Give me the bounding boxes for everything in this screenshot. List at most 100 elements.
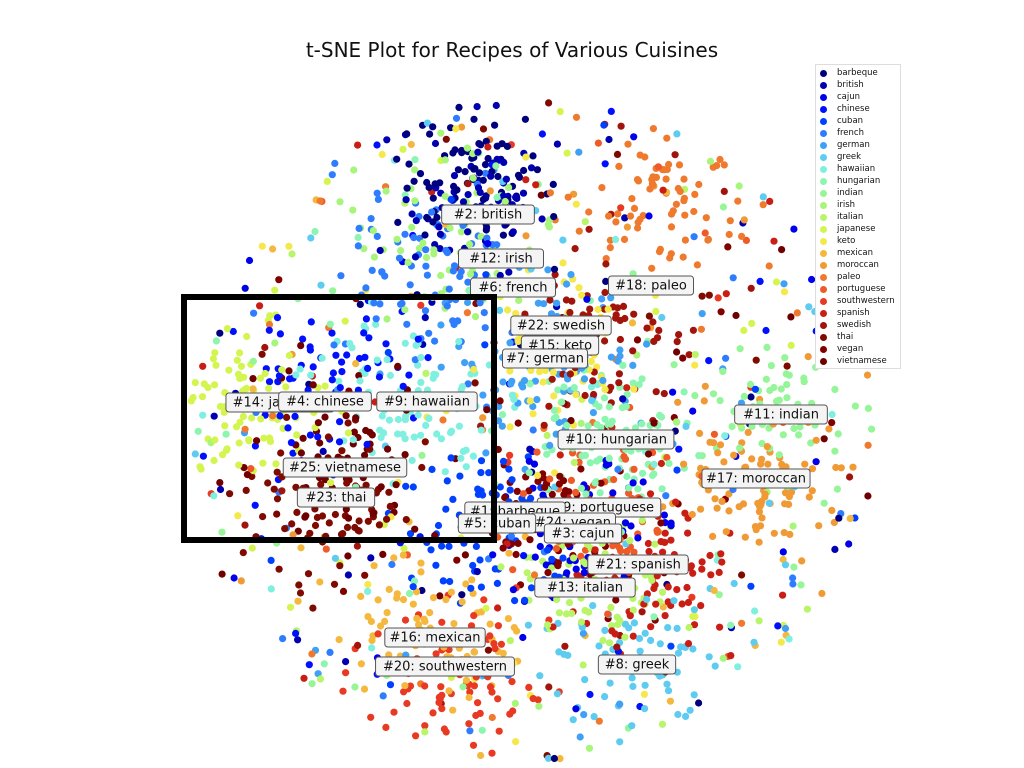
scatter-point-barbeque bbox=[479, 176, 487, 184]
scatter-point-paleo bbox=[662, 175, 670, 183]
scatter-point-hawaiian bbox=[425, 414, 433, 422]
scatter-point-chinese bbox=[275, 372, 283, 380]
scatter-point-irish bbox=[370, 253, 378, 261]
scatter-point-thai bbox=[283, 413, 291, 421]
scatter-point-hungarian bbox=[320, 660, 328, 668]
scatter-point-hungarian bbox=[570, 384, 578, 392]
scatter-point-irish bbox=[411, 166, 419, 174]
scatter-point-thai bbox=[385, 488, 393, 496]
scatter-point-paleo bbox=[615, 162, 623, 170]
scatter-point-swedish bbox=[566, 308, 574, 317]
scatter-point-keto bbox=[594, 305, 602, 314]
scatter-point-keto bbox=[364, 580, 372, 589]
scatter-point-vegan bbox=[717, 308, 725, 316]
scatter-point-greek bbox=[690, 606, 699, 614]
scatter-point-mexican bbox=[297, 544, 305, 552]
scatter-point-hungarian bbox=[550, 414, 558, 423]
scatter-point-hawaiian bbox=[458, 383, 467, 391]
scatter-point-chinese bbox=[424, 354, 432, 362]
scatter-point-paleo bbox=[674, 184, 682, 193]
scatter-point-vegan bbox=[724, 243, 732, 251]
scatter-point-paleo bbox=[308, 650, 316, 658]
scatter-point-cuban bbox=[747, 582, 755, 590]
legend-marker bbox=[820, 285, 827, 293]
scatter-point-italian bbox=[658, 588, 667, 596]
scatter-point-british bbox=[487, 172, 495, 180]
scatter-point-spanish bbox=[657, 459, 666, 468]
scatter-point-cuban bbox=[751, 385, 760, 393]
scatter-point-moroccan bbox=[735, 503, 743, 511]
scatter-point-mexican bbox=[401, 682, 409, 690]
scatter-point-paleo bbox=[646, 185, 654, 193]
scatter-point-moroccan bbox=[764, 460, 772, 468]
scatter-point-hawaiian bbox=[199, 411, 207, 419]
scatter-point-barbeque bbox=[494, 172, 502, 181]
scatter-point-japanese bbox=[196, 463, 204, 471]
scatter-point-portuguese bbox=[653, 528, 662, 536]
scatter-point-spanish bbox=[494, 604, 502, 612]
scatter-point-chinese bbox=[365, 334, 373, 342]
scatter-point-hawaiian bbox=[459, 447, 467, 455]
scatter-point-indian bbox=[770, 383, 778, 392]
scatter-point-indian bbox=[719, 367, 727, 375]
scatter-point-southwestern bbox=[506, 710, 514, 718]
scatter-point-paleo bbox=[680, 194, 689, 202]
scatter-point-portuguese bbox=[701, 229, 709, 237]
scatter-point-british bbox=[450, 172, 459, 180]
scatter-point-spanish bbox=[673, 586, 681, 594]
scatter-point-moroccan bbox=[623, 223, 632, 231]
scatter-point-chinese bbox=[332, 351, 340, 359]
scatter-point-irish bbox=[393, 235, 401, 243]
scatter-point-keto bbox=[285, 242, 293, 250]
cluster-label-box bbox=[734, 404, 828, 425]
scatter-point-mexican bbox=[449, 706, 457, 714]
scatter-point-hungarian bbox=[600, 394, 609, 402]
scatter-point-british bbox=[412, 217, 420, 225]
scatter-point-cuban bbox=[449, 495, 457, 503]
scatter-point-french bbox=[422, 262, 430, 270]
scatter-point-vegan bbox=[526, 536, 534, 544]
scatter-point-moroccan bbox=[748, 455, 756, 463]
scatter-point-cajun bbox=[812, 458, 820, 466]
scatter-point-hungarian bbox=[634, 485, 642, 493]
legend-label: italian bbox=[837, 212, 864, 222]
scatter-point-italian bbox=[651, 540, 659, 548]
scatter-point-irish bbox=[585, 744, 594, 752]
scatter-point-moroccan bbox=[674, 398, 682, 406]
scatter-point-chinese bbox=[328, 329, 336, 337]
scatter-point-mexican bbox=[556, 755, 564, 763]
scatter-point-thai bbox=[317, 480, 325, 488]
scatter-point-irish bbox=[441, 156, 449, 164]
scatter-point-vietnamese bbox=[297, 449, 305, 457]
scatter-point-vietnamese bbox=[321, 413, 329, 421]
legend-label: moroccan bbox=[837, 260, 879, 270]
scatter-point-german bbox=[546, 441, 554, 449]
scatter-point-german bbox=[599, 376, 607, 385]
scatter-point-barbeque bbox=[475, 169, 483, 177]
scatter-point-french bbox=[425, 329, 433, 337]
scatter-point-vegan bbox=[612, 596, 620, 604]
scatter-point-southwestern bbox=[412, 732, 420, 740]
legend-item-barbeque: barbeque bbox=[820, 67, 896, 79]
scatter-point-irish bbox=[401, 306, 409, 314]
scatter-point-vegan bbox=[556, 472, 564, 480]
scatter-point-chinese bbox=[373, 141, 381, 149]
scatter-point-cuban bbox=[467, 584, 475, 592]
scatter-point-german bbox=[540, 300, 548, 308]
scatter-point-hawaiian bbox=[462, 463, 470, 471]
scatter-point-japanese bbox=[689, 612, 697, 621]
scatter-point-irish bbox=[477, 233, 485, 241]
legend-label: japanese bbox=[837, 224, 876, 234]
scatter-point-french bbox=[464, 380, 472, 388]
scatter-point-vietnamese bbox=[366, 428, 374, 436]
scatter-point-irish bbox=[271, 339, 279, 347]
scatter-point-chinese bbox=[284, 424, 292, 432]
scatter-point-swedish bbox=[546, 296, 554, 304]
scatter-point-vegan bbox=[499, 544, 507, 552]
cluster-label-text: #10: hungarian bbox=[565, 433, 667, 448]
scatter-point-french bbox=[422, 246, 430, 254]
scatter-point-thai bbox=[331, 510, 339, 519]
scatter-point-southwestern bbox=[469, 741, 478, 749]
cluster-label-cajun: #3: cajun bbox=[543, 523, 623, 544]
scatter-point-italian bbox=[544, 621, 552, 629]
